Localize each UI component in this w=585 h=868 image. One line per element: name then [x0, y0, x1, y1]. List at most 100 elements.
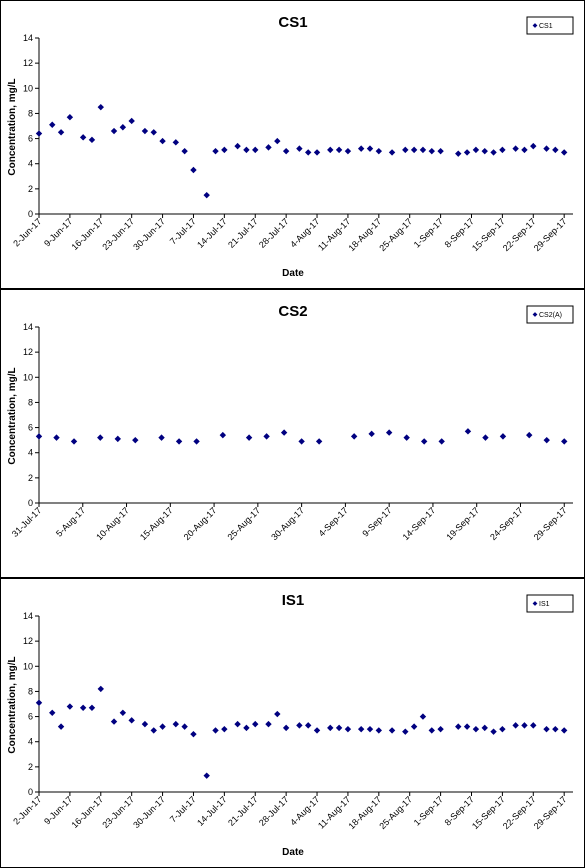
data-point: [327, 724, 334, 732]
legend-label: CS1: [539, 23, 553, 30]
y-tick-label: 14: [23, 322, 33, 332]
data-point: [481, 147, 488, 155]
x-tick-label: 28-Jul-17: [257, 794, 291, 828]
data-point: [481, 724, 488, 732]
data-point: [159, 137, 166, 145]
data-point: [49, 709, 56, 716]
data-point: [282, 147, 290, 155]
data-point: [221, 146, 228, 154]
data-point: [66, 114, 74, 121]
data-point: [110, 127, 118, 135]
legend-marker: [532, 23, 538, 28]
data-point: [455, 150, 462, 157]
data-point: [97, 434, 104, 441]
data-point: [172, 139, 180, 146]
data-point: [560, 727, 568, 734]
chart-panel-cs2: CS2 Concentration, mg/L 0 2 4 6 8 10 12 14 31-Ju…: [0, 289, 585, 578]
data-point: [252, 146, 259, 154]
y-tick-label: 6: [28, 712, 33, 722]
data-point: [375, 727, 383, 734]
y-tick-label: 8: [28, 108, 33, 118]
legend: CS1: [526, 16, 574, 35]
data-point: [243, 724, 250, 732]
data-point: [313, 149, 321, 156]
data-point: [357, 725, 365, 733]
data-point: [437, 147, 444, 155]
chart-title: CS1: [278, 14, 307, 31]
x-axis-label: Date: [282, 847, 304, 858]
data-point: [419, 713, 427, 720]
y-tick-label: 2: [28, 184, 33, 194]
data-point: [499, 725, 506, 733]
data-point: [243, 146, 250, 154]
y-tick-label: 2: [28, 762, 33, 772]
chart-cs2: CS2 Concentration, mg/L 0 2 4 6 8 10 12 14 31-Ju…: [7, 303, 574, 542]
data-point: [530, 142, 537, 150]
legend-marker: [532, 601, 538, 606]
data-point: [193, 438, 200, 445]
data-point: [128, 717, 135, 724]
data-point: [190, 730, 197, 738]
data-point: [368, 430, 375, 438]
data-point: [482, 434, 489, 441]
x-tick-label: 14-Jul-17: [195, 794, 229, 828]
x-tick-label: 7-Jul-17: [168, 216, 198, 246]
data-point: [305, 722, 312, 729]
data-point: [402, 146, 409, 154]
data-point: [35, 433, 43, 440]
data-point: [150, 129, 157, 136]
data-point: [521, 722, 528, 729]
x-tick-label: 29-Sep-17: [532, 505, 569, 542]
data-point: [280, 429, 288, 436]
data-point: [128, 117, 135, 125]
data-point: [159, 723, 166, 730]
data-point: [357, 145, 365, 152]
x-tick-label: 21-Jul-17: [226, 794, 260, 828]
data-point: [282, 724, 290, 732]
y-tick-label: 14: [23, 611, 33, 621]
legend-label: IS1: [539, 601, 550, 608]
data-point: [172, 720, 180, 728]
x-tick-label: 24-Sep-17: [488, 505, 525, 542]
data-point: [388, 727, 396, 734]
data-point: [438, 438, 445, 445]
data-point: [521, 146, 528, 154]
x-tick-label: 19-Sep-17: [444, 505, 481, 542]
data-point: [66, 703, 74, 710]
x-tick-label: 23-Jun-17: [100, 216, 136, 252]
x-tick-label: 30-Aug-17: [269, 505, 306, 542]
data-point: [296, 145, 303, 152]
legend-box: [526, 16, 574, 35]
data-point: [141, 127, 149, 135]
y-axis-label: Concentration, mg/L: [7, 78, 18, 175]
data-point: [437, 725, 444, 733]
x-tick-label: 30-Jun-17: [131, 216, 167, 252]
data-point: [234, 142, 241, 150]
data-point: [552, 725, 559, 733]
x-tick-label: 1-Sep-17: [412, 216, 445, 249]
x-tick-label: 30-Jun-17: [131, 794, 167, 830]
data-point: [385, 429, 393, 436]
y-tick-label: 4: [28, 159, 33, 169]
data-point: [403, 434, 410, 441]
y-tick-label: 10: [23, 83, 33, 93]
data-point: [428, 727, 435, 734]
x-tick-label: 14-Jul-17: [195, 216, 229, 250]
y-tick-label: 4: [28, 737, 33, 747]
x-tick-label: 28-Jul-17: [257, 216, 291, 250]
y-tick-label: 8: [28, 686, 33, 696]
data-point: [350, 433, 358, 440]
x-tick-label: 25-Aug-17: [225, 505, 262, 542]
data-point: [455, 723, 462, 730]
data-point: [263, 433, 270, 440]
data-point: [472, 146, 480, 154]
data-point: [110, 718, 118, 725]
data-point: [543, 436, 550, 444]
data-point: [97, 685, 104, 693]
data-point: [463, 149, 471, 156]
data-point: [141, 720, 149, 728]
data-point: [344, 147, 352, 155]
data-point: [313, 727, 321, 734]
data-point: [190, 166, 197, 174]
data-point: [543, 145, 550, 152]
